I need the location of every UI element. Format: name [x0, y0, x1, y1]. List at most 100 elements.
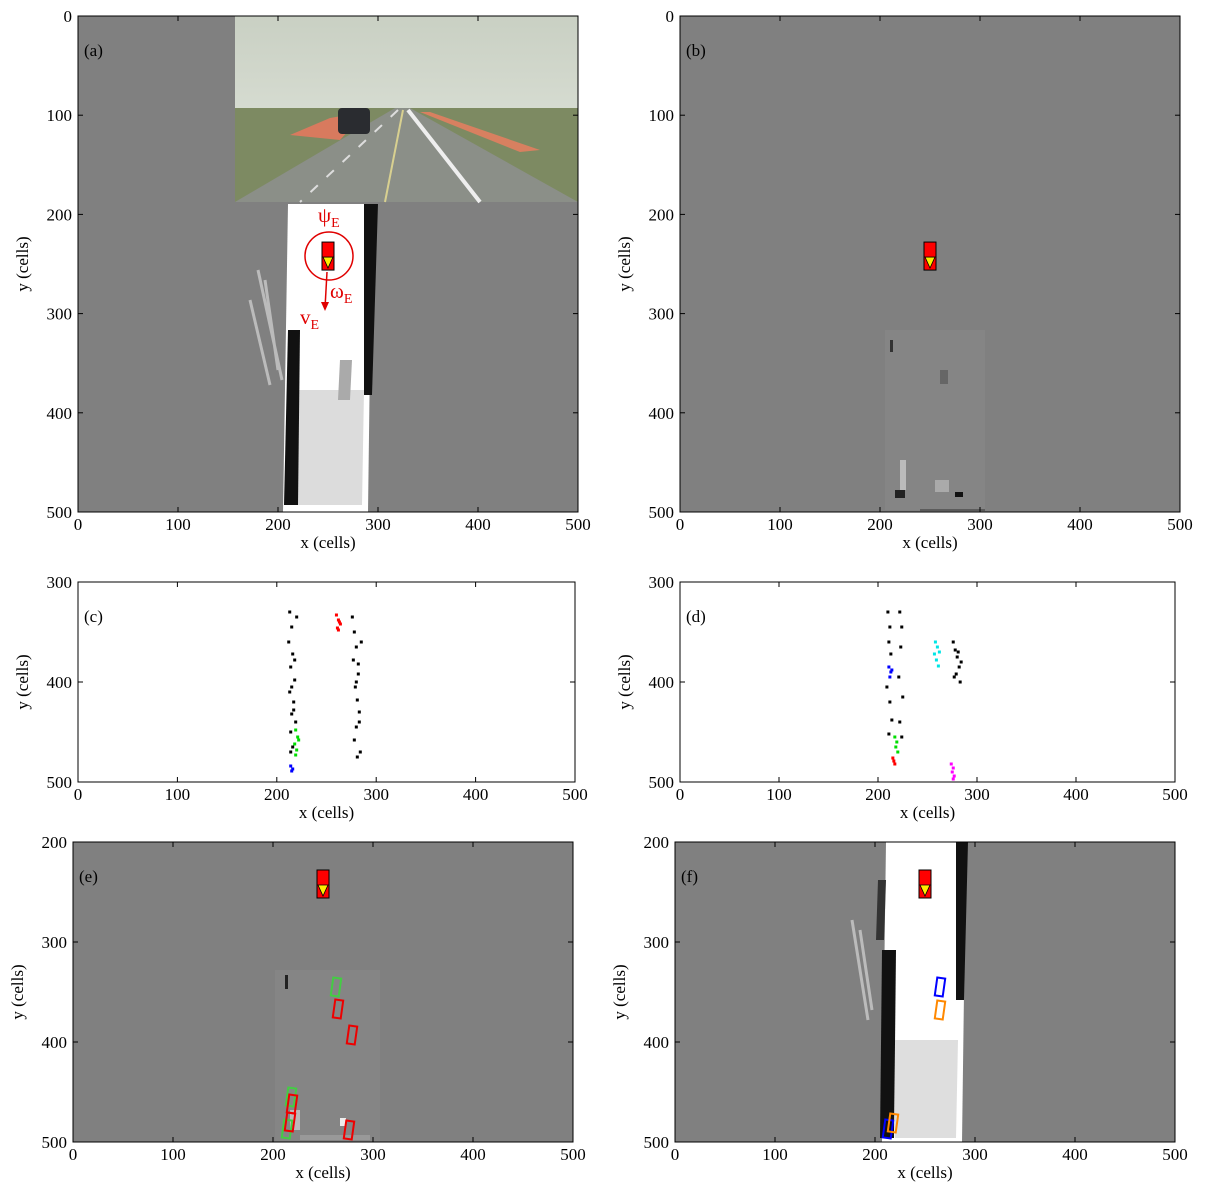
point: [288, 610, 292, 614]
annotation-subscript: E: [311, 318, 320, 333]
object-box: [342, 1119, 356, 1141]
object-box: [933, 976, 947, 998]
point: [889, 670, 893, 674]
point: [889, 652, 893, 656]
point: [355, 755, 359, 759]
y-tick-label: 200: [644, 833, 670, 852]
residual-map: [885, 330, 985, 511]
x-tick-label: 100: [762, 1145, 788, 1164]
point: [289, 764, 293, 768]
x-tick-label: 100: [767, 515, 793, 534]
point: [952, 675, 956, 679]
point: [888, 625, 892, 629]
point: [932, 652, 936, 656]
point: [354, 680, 358, 684]
object-box: [886, 1112, 900, 1134]
point: [894, 745, 898, 749]
point: [885, 685, 889, 689]
y-tick-label: 500: [47, 503, 73, 522]
x-tick-label: 100: [165, 515, 191, 534]
y-tick-label: 300: [644, 933, 670, 952]
point: [356, 662, 360, 666]
point: [891, 756, 895, 760]
annotation-symbol: v: [300, 305, 311, 329]
point: [898, 610, 902, 614]
x-axis-label: x (cells): [300, 533, 355, 552]
x-tick-label: 0: [74, 785, 83, 804]
point: [291, 767, 295, 771]
point: [295, 748, 299, 752]
road-map: [850, 842, 968, 1142]
y-tick-label: 100: [649, 106, 675, 125]
x-tick-label: 100: [766, 785, 792, 804]
object-box: [329, 976, 343, 998]
point: [337, 620, 341, 624]
point: [288, 690, 292, 694]
x-tick-label: 0: [676, 515, 685, 534]
camera-image: [235, 16, 578, 204]
point: [901, 695, 905, 699]
object-box: [331, 998, 345, 1020]
x-tick-label: 400: [1062, 1145, 1088, 1164]
x-tick-label: 100: [160, 1145, 186, 1164]
point: [336, 628, 340, 632]
point: [354, 725, 358, 729]
point: [293, 658, 297, 662]
point: [896, 750, 900, 754]
annotation-symbol: ψ: [318, 203, 331, 227]
point: [899, 645, 903, 649]
point: [289, 730, 293, 734]
grid-background: [78, 582, 575, 782]
x-tick-label: 300: [360, 1145, 386, 1164]
axes-frame: [674, 841, 1176, 1143]
point: [933, 640, 937, 644]
point: [897, 675, 901, 679]
x-tick-label: 500: [560, 1145, 586, 1164]
y-axis-label: y (cells): [13, 236, 32, 291]
ego-heading: [322, 256, 334, 270]
y-tick-label: 400: [649, 673, 675, 692]
panel-label: (d): [686, 607, 706, 626]
y-tick-label: 400: [42, 1033, 68, 1052]
x-tick-label: 200: [264, 785, 290, 804]
point: [352, 738, 356, 742]
point: [293, 678, 297, 682]
x-tick-label: 300: [962, 1145, 988, 1164]
point: [954, 672, 958, 676]
ego-annotation: ψE ωE vE: [300, 203, 354, 333]
grid-background: [680, 582, 1175, 782]
y-tick-label: 400: [47, 673, 73, 692]
ego-heading: [317, 884, 329, 897]
y-tick-label: 200: [42, 833, 68, 852]
panel-label: (a): [84, 41, 103, 60]
point: [957, 665, 961, 669]
y-tick-label: 500: [47, 773, 73, 792]
ego-vehicle: [321, 241, 335, 271]
x-tick-label: 400: [1067, 515, 1093, 534]
object-box: [280, 1118, 294, 1140]
y-tick-label: 500: [644, 1133, 670, 1152]
annotation: ωE: [330, 279, 352, 307]
point: [290, 712, 294, 716]
axes-frame: [72, 841, 574, 1143]
y-tick-label: 300: [47, 305, 73, 324]
residual-map: [275, 970, 380, 1142]
point: [352, 630, 356, 634]
point: [297, 738, 301, 742]
point: [291, 652, 295, 656]
point: [289, 665, 293, 669]
point: [355, 698, 359, 702]
point: [935, 645, 939, 649]
point: [956, 650, 960, 654]
point: [934, 658, 938, 662]
y-tick-label: 0: [666, 7, 675, 26]
point: [358, 750, 362, 754]
ego-heading: [924, 256, 936, 270]
point: [887, 732, 891, 736]
point: [936, 664, 940, 668]
panel-label: (c): [84, 607, 103, 626]
point: [290, 769, 294, 773]
panel-label: (b): [686, 41, 706, 60]
point: [357, 720, 361, 724]
